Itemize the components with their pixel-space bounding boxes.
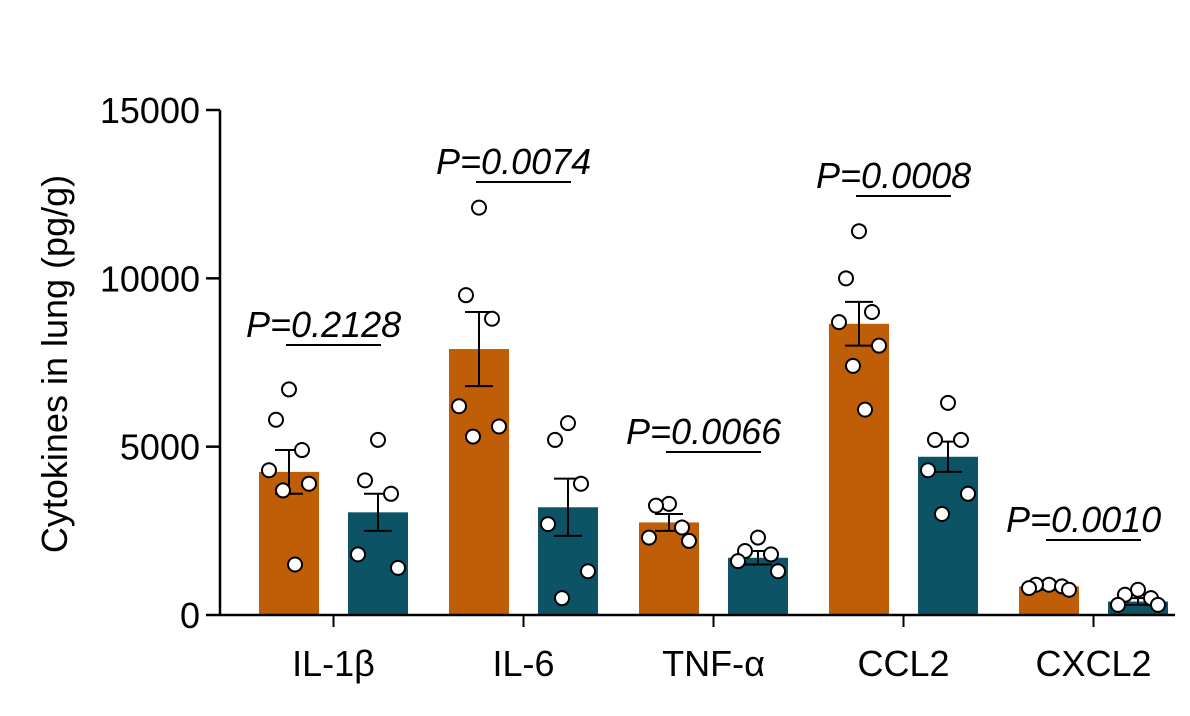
bar-1 (829, 323, 889, 615)
data-point (370, 431, 386, 448)
data-point (540, 516, 556, 533)
data-point (390, 559, 406, 576)
bar-1 (449, 349, 509, 615)
data-point (350, 546, 366, 563)
p-value-label: P=0.0008 (816, 155, 971, 196)
data-point (547, 431, 563, 448)
data-point (465, 428, 481, 445)
p-value-label: P=0.0066 (626, 411, 782, 452)
data-point (864, 304, 880, 320)
data-point (851, 223, 867, 240)
y-tick-label: 15000 (100, 90, 200, 131)
data-point (934, 506, 950, 522)
p-value-label: P=0.0010 (1006, 499, 1161, 540)
data-point (960, 485, 976, 502)
x-tick-label: IL-6 (492, 643, 554, 684)
data-point (451, 398, 467, 415)
data-point (1110, 596, 1126, 613)
data-point (648, 497, 664, 514)
data-point (281, 381, 297, 398)
y-tick-label: 5000 (120, 427, 200, 468)
p-value-label: P=0.2128 (246, 304, 401, 345)
data-point (471, 199, 487, 216)
x-tick-label: IL-1β (292, 643, 375, 684)
data-point (641, 529, 657, 546)
p-value: 0.0066 (671, 411, 782, 452)
p-prefix: P= (436, 141, 481, 182)
data-point (920, 462, 936, 479)
data-point (857, 401, 873, 418)
data-point (831, 314, 847, 331)
data-point (750, 529, 766, 546)
data-point (261, 462, 277, 479)
y-tick-label: 0 (180, 595, 200, 636)
data-point (1021, 580, 1037, 597)
data-point (458, 287, 474, 304)
data-point (845, 357, 861, 374)
data-point (383, 485, 399, 502)
p-prefix: P= (816, 155, 861, 196)
data-point (573, 475, 589, 492)
data-point (268, 411, 284, 428)
y-tick-label: 10000 (100, 258, 200, 299)
data-point (953, 431, 969, 448)
p-value: 0.2128 (291, 304, 401, 345)
data-point (661, 495, 677, 512)
data-point (681, 532, 697, 549)
data-point (1041, 576, 1057, 593)
data-point (294, 442, 310, 459)
data-point (763, 546, 779, 563)
p-value: 0.0010 (1051, 499, 1161, 540)
p-prefix: P= (626, 411, 671, 452)
data-point (301, 475, 317, 492)
p-value: 0.0008 (861, 155, 971, 196)
data-point (287, 556, 303, 573)
y-axis-label: Cytokines in lung (pg/g) (34, 175, 75, 553)
data-point (871, 337, 887, 354)
data-point (1150, 596, 1166, 613)
p-prefix: P= (1006, 499, 1051, 540)
bar-2 (918, 456, 978, 615)
data-point (838, 270, 854, 287)
p-prefix: P= (246, 304, 291, 345)
data-point (580, 563, 596, 580)
data-point (1130, 581, 1146, 598)
data-point (770, 563, 786, 580)
data-point (484, 310, 500, 327)
data-point (674, 519, 690, 536)
data-point (927, 431, 943, 448)
data-point (491, 418, 507, 435)
data-point (940, 394, 956, 411)
bar-1 (259, 471, 319, 615)
data-point (1061, 581, 1077, 598)
data-point (730, 553, 746, 570)
data-point (560, 415, 576, 432)
p-value: 0.0074 (481, 141, 591, 182)
p-value-label: P=0.0074 (436, 141, 591, 182)
x-tick-label: CXCL2 (1035, 643, 1151, 684)
data-point (275, 482, 291, 499)
data-point (357, 472, 373, 489)
x-tick-label: TNF-α (662, 643, 765, 684)
data-point (554, 590, 570, 607)
x-tick-label: CCL2 (857, 643, 949, 684)
